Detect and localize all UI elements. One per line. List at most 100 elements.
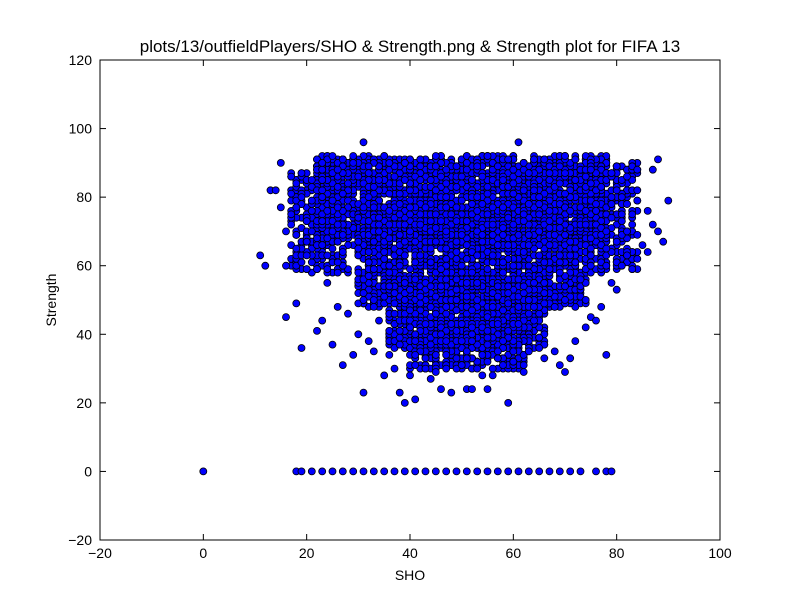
data-point [431,292,440,301]
data-point [555,217,564,226]
data-point [442,203,451,212]
data-point [535,227,544,236]
data-point [385,158,394,167]
data-point [442,179,451,188]
data-point [545,206,554,215]
data-point [462,217,471,226]
data-point [338,155,347,164]
data-point [375,220,383,229]
data-point [406,265,414,274]
data-point [457,268,466,277]
data-point [488,220,497,229]
data-point [561,282,569,291]
data-point [385,206,394,215]
data-point [493,282,502,291]
data-point [566,251,575,260]
data-point [504,275,513,284]
data-point [473,193,482,202]
data-point [504,241,513,250]
data-point [524,230,533,239]
data-point [359,289,368,298]
data-point [468,200,476,208]
data-point [514,275,523,284]
data-point [514,302,523,311]
data-point [509,220,518,229]
data-point [426,244,435,253]
data-point [519,186,528,195]
data-point [504,282,513,291]
data-point [535,333,544,342]
data-point [416,251,425,260]
data-point [328,152,337,160]
data-point [400,220,409,229]
data-point [462,158,471,167]
data-point [349,158,358,167]
data-point [540,299,549,308]
data-point [571,176,580,184]
data-point [447,210,456,219]
data-point [416,292,425,301]
data-point [452,296,461,304]
data-point [442,254,451,263]
data-point [561,230,569,239]
data-point [545,224,554,232]
data-point [524,241,533,250]
data-point [354,244,363,253]
data-point [561,296,569,304]
data-point [581,296,590,304]
data-point [509,261,518,270]
data-point [375,176,383,184]
data-point [504,299,513,308]
data-point [545,169,554,178]
data-point [390,309,399,318]
data-point [576,275,585,284]
data-point [555,258,564,267]
data-point [524,296,533,304]
data-point [426,302,435,311]
data-point [561,189,569,198]
data-point [499,268,507,277]
data-point [561,169,569,178]
data-point [499,203,507,212]
data-point [426,282,435,291]
data-point [571,244,580,253]
data-point [416,155,425,164]
data-point [462,292,471,301]
data-point [369,296,378,304]
data-point [540,278,549,287]
data-point [442,193,451,202]
data-point [375,227,383,236]
data-point [369,265,378,274]
data-point [488,302,497,311]
data-point [426,258,435,267]
data-point [359,203,368,212]
data-point [442,227,451,236]
data-point [421,203,430,212]
data-point [478,230,487,239]
data-point [406,285,414,294]
data-point [473,206,482,215]
data-point [483,182,492,191]
data-point [452,254,461,263]
data-point [550,230,559,239]
data-point [385,282,394,291]
data-point [499,230,507,239]
data-point [406,210,414,219]
data-point [364,162,373,171]
data-point [509,165,518,174]
data-point [406,227,414,236]
data-point [400,278,409,287]
data-point [519,289,528,298]
data-point [478,200,487,208]
data-point [390,289,399,298]
data-point [483,210,492,219]
data-point [442,302,451,311]
data-point [431,162,440,171]
data-point [535,309,544,318]
data-point [369,237,378,246]
data-point [457,196,466,205]
data-point [493,162,502,171]
data-point [354,213,363,222]
data-point [530,186,538,195]
data-point [519,217,528,226]
